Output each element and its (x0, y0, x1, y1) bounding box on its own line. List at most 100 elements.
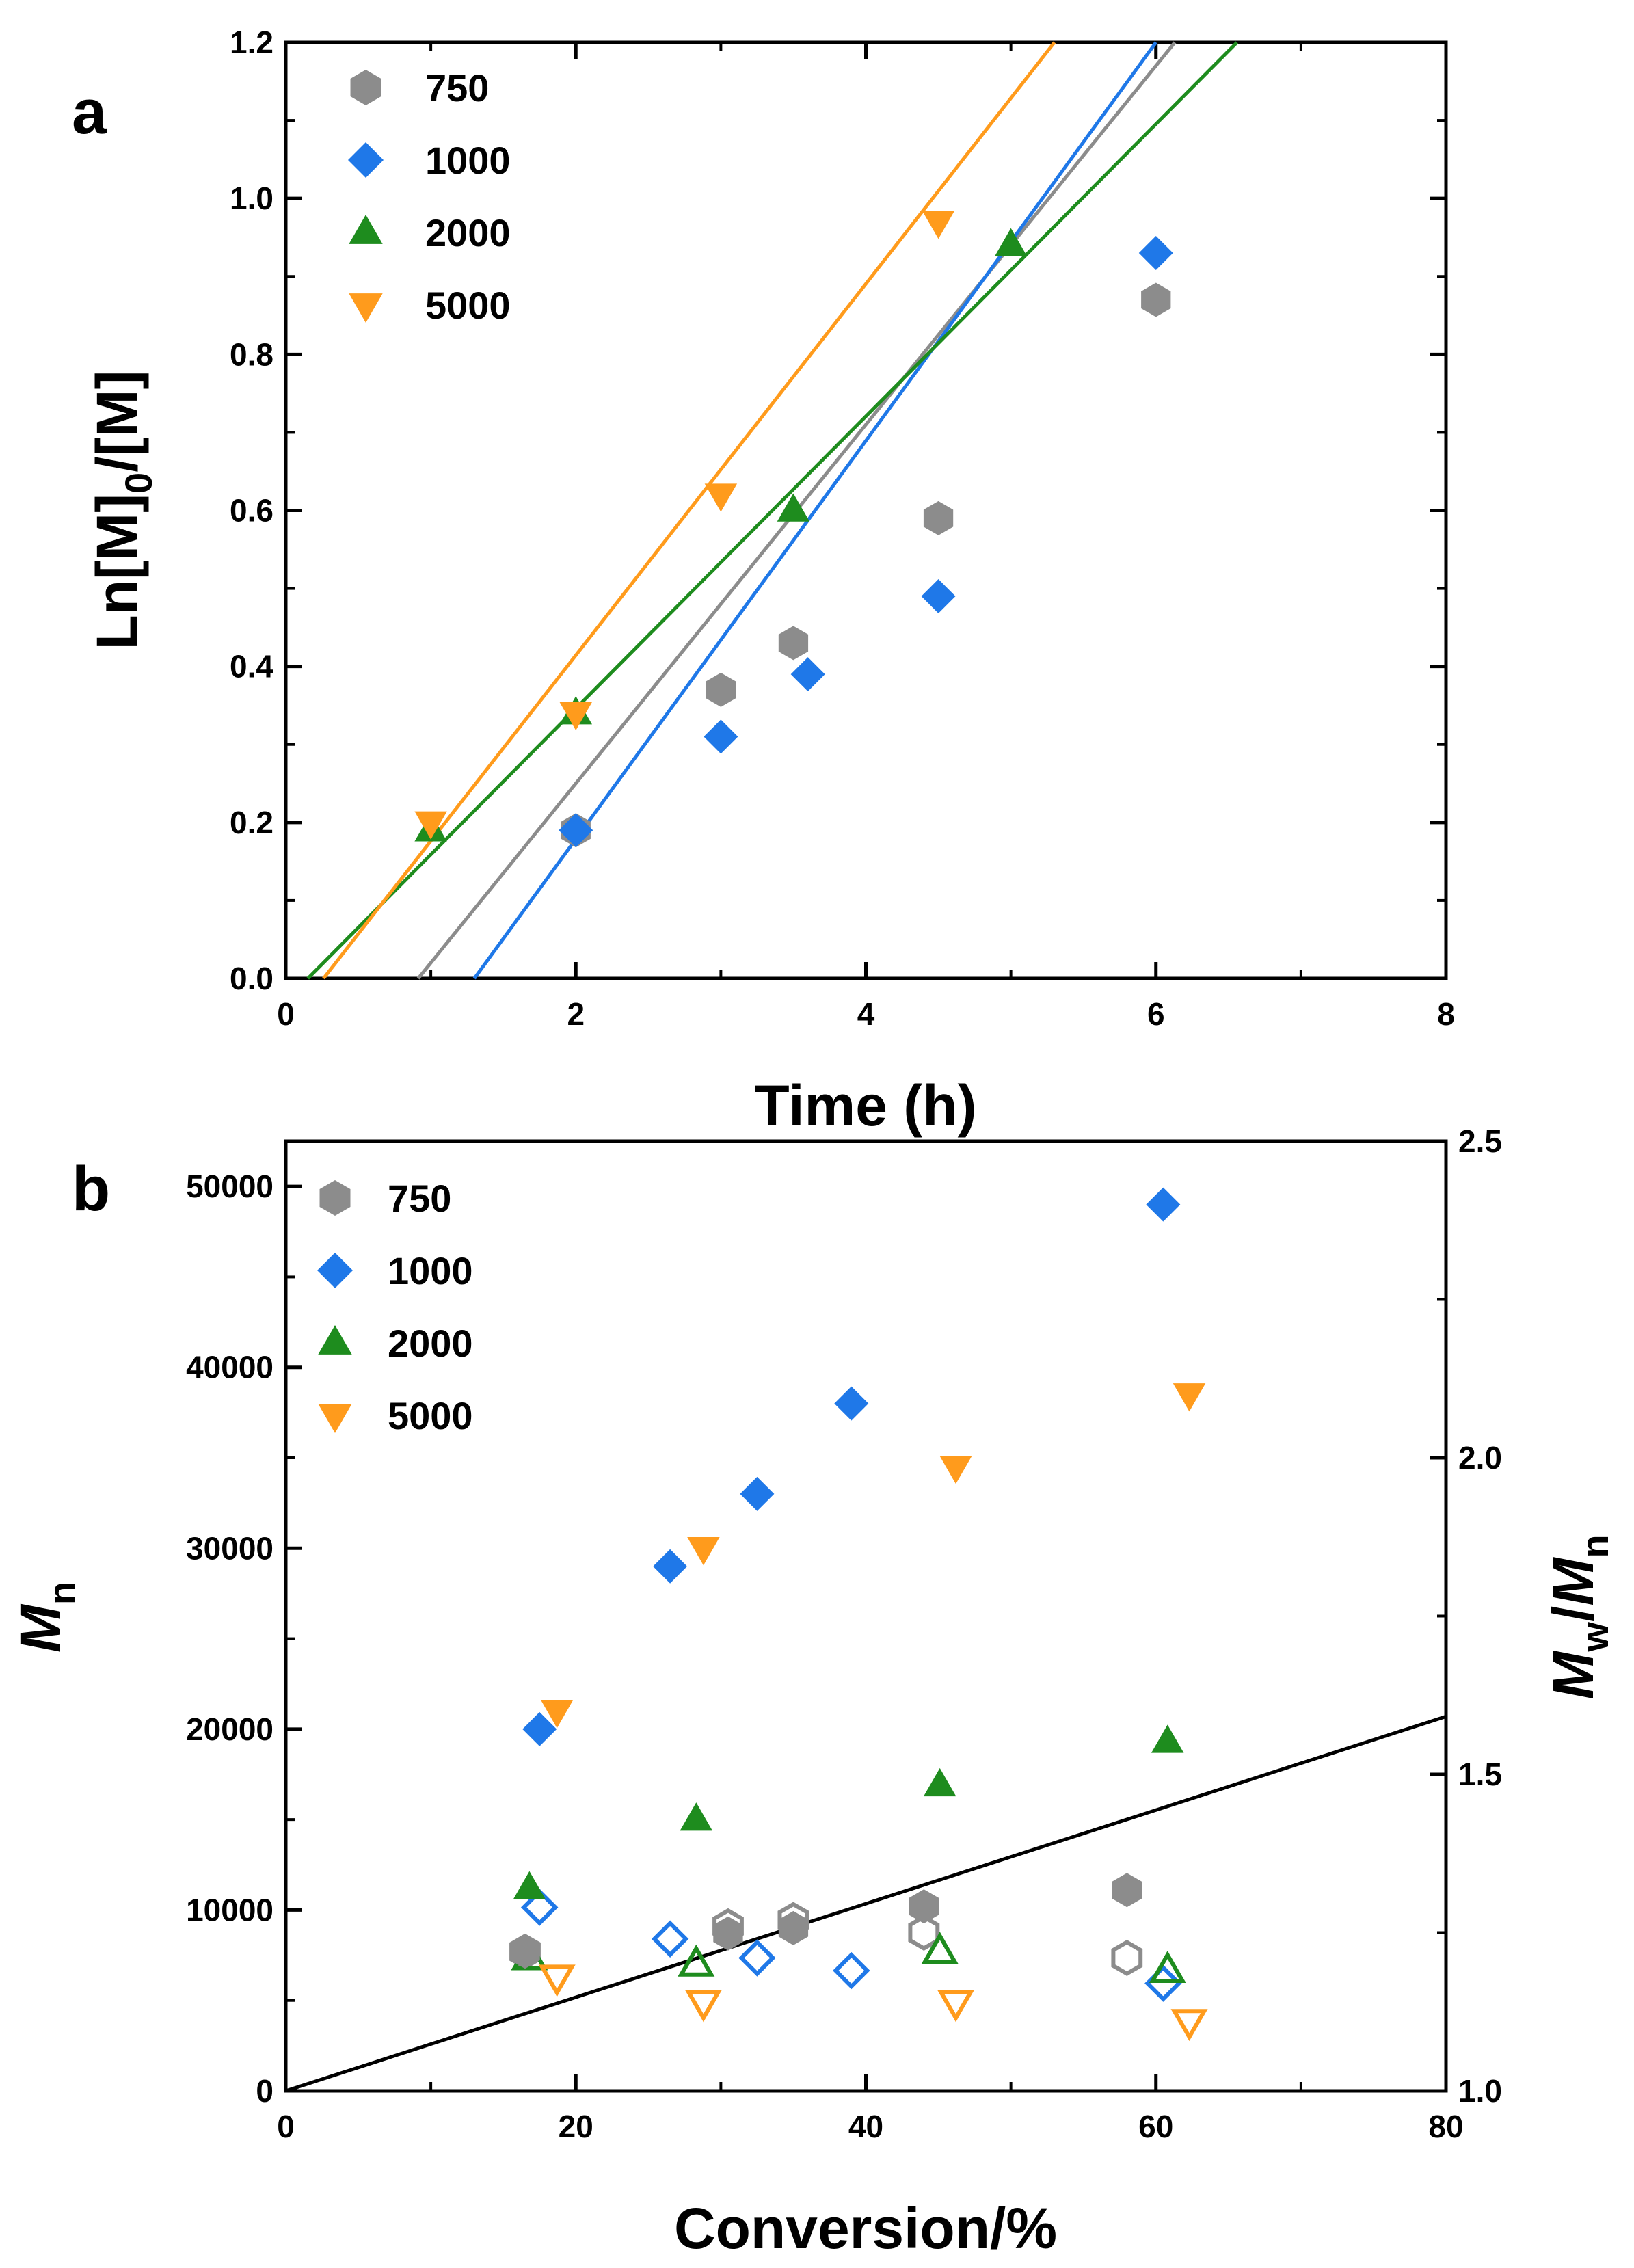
panel-b-mn-point-1000 (834, 1386, 869, 1421)
panel-a-y-axis-title: Ln[M]0/[M] (85, 371, 160, 650)
panel-b-mn-point-1000 (740, 1476, 775, 1511)
panel-b-legend-marker-1000 (317, 1253, 353, 1288)
panel-a-y-tick-label: 0.6 (230, 493, 273, 529)
panel-a-point-1000 (1138, 236, 1173, 271)
panel-b-mn-point-750 (909, 1889, 939, 1924)
panel-b-x-axis-title: Conversion/% (674, 2196, 1057, 2260)
panel-a-x-tick-label: 6 (1147, 996, 1165, 1032)
panel-b-legend-marker-750 (319, 1180, 351, 1216)
panel-a-x-tick-label: 8 (1437, 996, 1455, 1032)
panel-a-legend-marker-750 (350, 70, 381, 105)
panel-b-mn-point-750 (510, 1934, 540, 1969)
panel-b-pdi-point-5000 (1170, 2009, 1208, 2042)
panel-a-y-tick-label: 0.8 (230, 336, 273, 372)
panel-b-legend-label-750: 750 (388, 1177, 451, 1220)
panel-b-reference-line (285, 1714, 1447, 2093)
panel-b-pdi-point-5000 (538, 1964, 576, 1997)
panel-a-point-5000 (704, 483, 738, 512)
panel-a-point-1000 (704, 719, 738, 754)
panel-a-legend: 750 1000 2000 5000 (348, 66, 511, 327)
panel-a-x-tick-label: 2 (567, 996, 585, 1032)
panel-b-mn-point-5000 (1173, 1383, 1206, 1412)
panel-b-pdi-point-2000 (921, 1932, 959, 1964)
panel-a-point-750 (1141, 282, 1171, 317)
panel-b-mn-point-750 (713, 1916, 743, 1951)
panel-b-x-tick-label: 60 (1138, 2109, 1173, 2144)
panel-b-y-tick-label: 20000 (186, 1711, 273, 1747)
panel-b-pdi-point-750 (1111, 1940, 1143, 1976)
panel-b-legend: 750 1000 2000 5000 (317, 1177, 473, 1437)
panel-a-letter: a (72, 77, 107, 147)
panel-b-legend-marker-5000 (318, 1404, 352, 1433)
panel-a-point-1000 (921, 578, 956, 613)
panel-a-x-axis-title: Time (h) (754, 1073, 976, 1138)
panel-b-right-tick-label: 2.0 (1458, 1440, 1502, 1476)
panel-a-fit-line-5000 (322, 41, 1056, 980)
panel-b-mn-point-5000 (540, 1700, 574, 1729)
panel-a-point-2000 (994, 228, 1028, 256)
panel-b-x-tick-label: 40 (848, 2109, 883, 2144)
panel-b-y-tick-label: 10000 (186, 1892, 273, 1927)
panel-a-plot-frame (284, 40, 1448, 980)
panel-b-pdi-point-1000 (833, 1951, 870, 1990)
panel-a-legend-marker-1000 (348, 142, 384, 178)
panel-a-point-1000 (790, 657, 825, 692)
panel-a-y-tick-label: 1.2 (230, 25, 273, 60)
panel-a-ticks: 0 2 4 6 8 0.0 0.2 0.4 0.6 0.8 1.0 1.2 (230, 25, 1455, 1032)
panel-b-legend-label-5000: 5000 (388, 1394, 473, 1437)
panel-a-legend-label-2000: 2000 (425, 211, 511, 254)
panel-a-y-tick-label: 1.0 (230, 181, 273, 216)
panel-a-point-2000 (777, 493, 810, 522)
panel-b-mn-point-750 (1112, 1873, 1142, 1908)
panel-a-points (414, 211, 1173, 848)
panel-a-fit-line-2000 (306, 41, 1239, 980)
panel-a-legend-marker-5000 (349, 293, 383, 323)
panel-b-right-axis-title: Mw/Mn (1541, 1534, 1616, 1699)
panel-a-x-tick-label: 4 (857, 996, 875, 1032)
panel-b-x-tick-label: 20 (559, 2109, 593, 2144)
panel-b-mn-point-2000 (1151, 1724, 1184, 1753)
panel-b-pdi-point-1000 (651, 1920, 689, 1958)
panel-b-right-tick-label: 1.5 (1458, 1757, 1502, 1792)
panel-a-y-tick-label: 0.0 (230, 961, 273, 996)
panel-b-legend-label-2000: 2000 (388, 1322, 473, 1365)
panel-b-x-tick-label: 80 (1428, 2109, 1463, 2144)
panel-b-theory-line (285, 1714, 1447, 2093)
panel-b-mn-point-2000 (680, 1802, 713, 1831)
panel-a-y-tick-label: 0.2 (230, 805, 273, 840)
panel-b-pdi-point-2000 (678, 1944, 715, 1977)
panel-b-right-tick-label: 2.5 (1458, 1123, 1502, 1159)
panel-b-pdi-point-750 (908, 1915, 940, 1951)
panel-b-pdi-point-1000 (1144, 1964, 1182, 2002)
panel-a-legend-label-750: 750 (425, 66, 489, 109)
panel-a-legend-label-1000: 1000 (425, 139, 511, 182)
panel-a-x-tick-label: 0 (277, 996, 295, 1032)
panel-b-pdi-point-2000 (1149, 1951, 1186, 1984)
panel-b-mn-point-750 (778, 1910, 809, 1945)
panel-b-legend-label-1000: 1000 (388, 1249, 473, 1292)
panel-a-point-5000 (559, 702, 592, 731)
panel-b-pdi-point-1000 (520, 1889, 559, 1926)
panel-b-y-tick-label: 40000 (186, 1350, 273, 1385)
panel-a-point-750 (778, 626, 809, 661)
panel-b-letter: b (72, 1154, 110, 1224)
panel-b-ticks: 0 20 40 60 80 0 10000 20000 30000 40000 50000 1.0 1.… (186, 1123, 1502, 2144)
panel-b-y-tick-label: 0 (256, 2073, 273, 2109)
panel-b-pdi-point-5000 (684, 1990, 722, 2023)
panel-b-legend-marker-2000 (318, 1325, 352, 1355)
panel-a-legend-marker-2000 (349, 215, 383, 244)
panel-b-y-tick-label: 50000 (186, 1169, 273, 1204)
panel-a-point-5000 (414, 811, 447, 840)
panel-b-x-tick-label: 0 (277, 2109, 295, 2144)
panel-b-mn-point-2000 (513, 1871, 546, 1899)
panel-b-mn-point-1000 (653, 1549, 688, 1584)
panel-b-right-tick-label: 1.0 (1458, 2073, 1502, 2109)
panel-b-y-axis-title: Mn (8, 1582, 83, 1653)
panel-a-legend-label-5000: 5000 (425, 284, 511, 327)
panel-b-mn-point-1000 (522, 1711, 557, 1746)
panel-b-mn-point-5000 (687, 1537, 720, 1566)
panel-b-y-tick-label: 30000 (186, 1530, 273, 1566)
panel-b-points (509, 1187, 1208, 2042)
panel-a-point-750 (923, 501, 954, 535)
